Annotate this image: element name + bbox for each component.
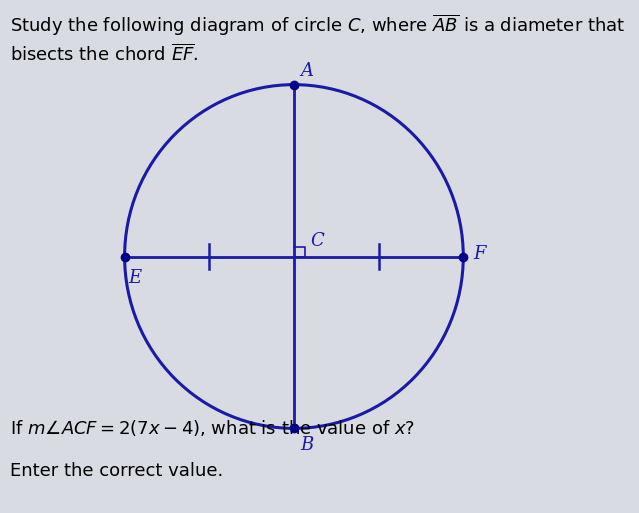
Text: C: C [310, 232, 324, 250]
Text: If $m\angle ACF=2\left(7x-4\right)$, what is the value of $x$?: If $m\angle ACF=2\left(7x-4\right)$, wha… [10, 418, 415, 438]
Text: Study the following diagram of circle $\mathit{C}$, where $\overline{AB}$ is a d: Study the following diagram of circle $\… [10, 13, 625, 38]
Text: E: E [128, 269, 141, 287]
Text: B: B [300, 436, 313, 454]
Text: Enter the correct value.: Enter the correct value. [10, 462, 223, 480]
Text: bisects the chord $\overline{EF}$.: bisects the chord $\overline{EF}$. [10, 44, 198, 65]
Text: A: A [300, 62, 313, 80]
Text: F: F [473, 245, 486, 263]
